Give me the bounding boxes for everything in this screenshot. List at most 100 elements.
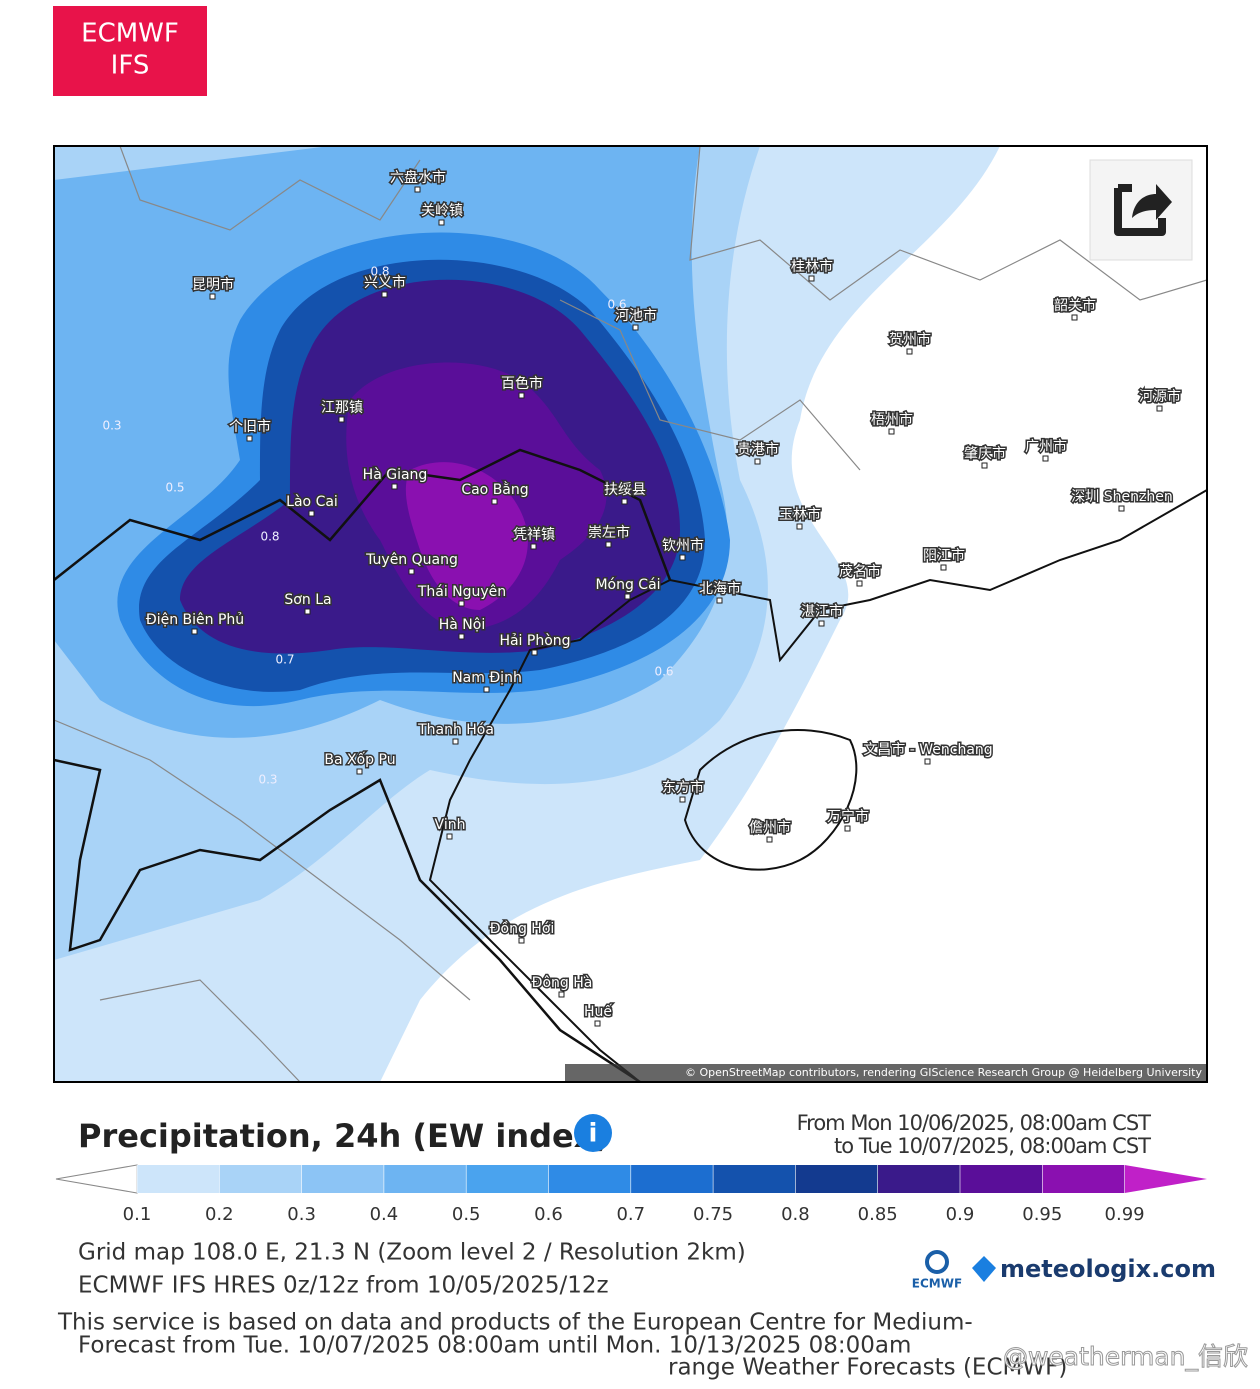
ecmwf-logo [925,1250,949,1274]
city-label: 河池市 [615,307,657,324]
colorbar-tick-label: 0.2 [205,1204,234,1225]
city-label: Điện Biên Phủ [146,612,244,628]
city-label: Lào Cai [286,494,338,510]
city-label: 个旧市 [229,418,271,435]
city-dot [766,836,773,843]
city-label: Vinh [435,817,466,833]
city-label: 贺州市 [889,331,931,348]
colorbar-bin [383,1165,467,1193]
colorbar-tick-label: 0.85 [858,1204,898,1225]
city-label: 儋州市 [749,819,791,836]
city-dot [530,543,537,550]
city-label: 梧州市 [871,411,913,428]
colorbar-tick-label: 0.95 [1022,1204,1062,1225]
city-dot [438,219,445,226]
colorbar-bin [301,1165,385,1193]
city-label: 江那镇 [321,400,363,416]
map-frame [53,145,1208,1083]
city-label: 阳江市 [923,547,965,564]
colorbar-tick-label: 0.4 [370,1204,399,1225]
city-dot [1156,405,1163,412]
city-label: 湛江市 [801,603,843,620]
city-label: 茂名市 [839,563,881,580]
attribution: © OpenStreetMap contributors, rendering … [685,1066,1202,1079]
city-dot [808,275,815,282]
city-label: 钦州市 [662,537,704,554]
city-label: 玉林市 [779,506,821,523]
colorbar-bin [548,1165,632,1193]
share-icon[interactable] [1114,184,1166,236]
city-label: 东方市 [662,779,704,796]
contour-label: 0.8 [370,265,389,279]
colorbar-tick-label: 0.5 [452,1204,481,1225]
city-label: Móng Cái [595,577,660,593]
city-dot [414,186,421,193]
city-label: 北海市 [699,580,741,597]
city-label: 兴义市 [364,274,406,291]
city-label: 桂林市 [791,258,833,275]
city-dot [209,293,216,300]
meteologix-icon [972,1256,996,1282]
city-label: Ba Xốp Pu [324,751,395,768]
city-dot [381,291,388,298]
contour-label: 0.8 [260,530,279,544]
ecmwf-logo-text: ECMWF [912,1277,962,1291]
info-button[interactable] [574,1114,612,1152]
city-label: 万宁市 [827,808,869,825]
city-label: 广州市 [1025,438,1067,455]
colorbar-tick-label: 0.7 [616,1204,645,1225]
city-dot [458,633,465,640]
city-dot [191,628,198,635]
city-dot [679,796,686,803]
city-dot [621,498,628,505]
city-label: Hà Nội [439,617,485,633]
city-dot [844,825,851,832]
city-label: 百色市 [501,375,543,392]
colorbar-bin [630,1165,714,1193]
period-from: From Mon 10/06/2025, 08:00am CST [797,1111,1152,1135]
city-dot [624,593,631,600]
badge-text: ECMWF [81,19,179,49]
city-label: 凭祥镇 [513,527,555,543]
colorbar-tick-label: 0.3 [287,1204,316,1225]
share-button[interactable] [1089,159,1193,261]
city-dot [304,608,311,615]
city-label: 河源市 [1139,388,1181,405]
city-dot [594,1020,601,1027]
city-dot [856,580,863,587]
city-dot [246,435,253,442]
city-dot [446,833,453,840]
city-label: 关岭镇 [421,203,463,219]
colorbar-bin [466,1165,549,1193]
city-dot [491,498,498,505]
city-dot [716,597,723,604]
city-label: 韶关市 [1054,297,1096,314]
city-label: 肇庆市 [964,445,1006,462]
city-dot [558,991,565,998]
footer-text: Grid map 108.0 E, 21.3 N (Zoom level 2 /… [78,1240,746,1266]
legend-title: Precipitation, 24h (EW index) [78,1117,609,1155]
label-layer: Hà Giang Cao Bằng Lào Cai Tuyên Quang Thái N… [102,168,1183,1027]
contour-label: 0.3 [102,419,121,433]
share-icon[interactable] [1132,184,1172,220]
colorbar: 0.1 0.2 0.3 0.4 0.5 0.6 0.7 0.75 0.8 0.85 0.9 0.95 0… [55,1164,1207,1225]
period-to: to Tue 10/07/2025, 08:00am CST [834,1134,1151,1158]
colorbar-over [1124,1165,1207,1193]
attribution-bg [565,1064,1207,1082]
colorbar-bin [960,1165,1043,1193]
city-dot [1118,505,1125,512]
contour-label: 0.5 [165,481,184,495]
city-dot [632,324,639,331]
info-icon[interactable]: i [589,1119,598,1149]
city-dot [531,649,538,656]
city-dot [308,510,315,517]
footer-text: range Weather Forecasts (ECMWF) [668,1355,1067,1381]
city-label: Thanh Hóa [417,722,494,738]
city-dot [754,458,761,465]
colorbar-bin [795,1165,879,1193]
coastline [428,489,1207,1082]
contour-label: 0.6 [607,298,626,312]
city-dot [679,554,686,561]
city-label: Cao Bằng [461,481,528,498]
